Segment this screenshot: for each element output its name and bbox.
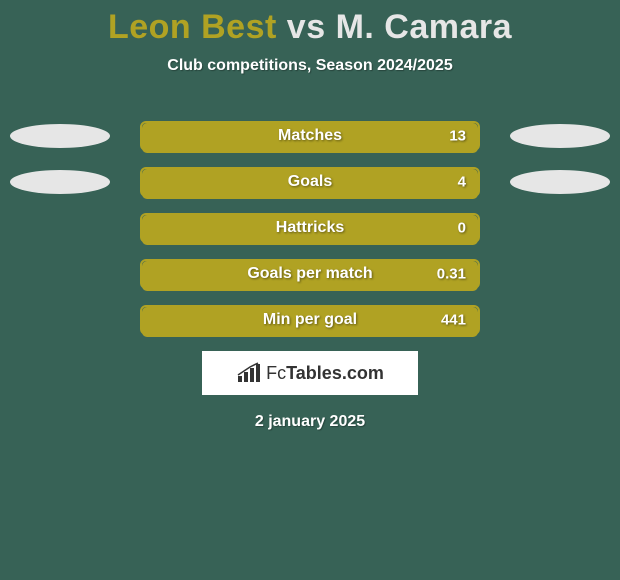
stat-value: 0 [458, 220, 466, 237]
brand-text: FcTables.com [266, 363, 384, 384]
brand-prefix: Fc [266, 363, 286, 383]
bar-track: Matches 13 [140, 121, 480, 151]
date-text: 2 january 2025 [0, 413, 620, 431]
bar-track: Goals 4 [140, 167, 480, 197]
comparison-infographic: Leon Best vs M. Camara Club competitions… [0, 0, 620, 580]
title-player1: Leon Best [108, 8, 277, 46]
stat-row: Hattricks 0 [0, 213, 620, 243]
player1-marker [10, 124, 110, 148]
stat-label: Goals [288, 173, 332, 191]
bar-track: Min per goal 441 [140, 305, 480, 335]
subtitle: Club competitions, Season 2024/2025 [0, 57, 620, 75]
player2-marker [510, 124, 610, 148]
bar-track: Goals per match 0.31 [140, 259, 480, 289]
stat-label: Hattricks [276, 219, 344, 237]
stat-value: 0.31 [437, 266, 466, 283]
stat-label: Min per goal [263, 311, 357, 329]
player2-marker [510, 170, 610, 194]
stat-label: Goals per match [247, 265, 372, 283]
stat-row: Goals 4 [0, 167, 620, 197]
stat-value: 4 [458, 174, 466, 191]
bar-chart-icon [236, 362, 262, 384]
player1-marker [10, 170, 110, 194]
brand-badge: FcTables.com [202, 351, 418, 395]
bar-track: Hattricks 0 [140, 213, 480, 243]
stat-row: Goals per match 0.31 [0, 259, 620, 289]
stat-label: Matches [278, 127, 342, 145]
stat-row: Min per goal 441 [0, 305, 620, 335]
stat-value: 13 [449, 128, 466, 145]
stat-value: 441 [441, 312, 466, 329]
stats-container: Matches 13 Goals 4 Hattricks 0 Goals per match… [0, 121, 620, 335]
page-title: Leon Best vs M. Camara [0, 0, 620, 47]
title-player2: M. Camara [336, 8, 512, 46]
brand-rest: Tables.com [286, 363, 384, 383]
title-vs: vs [287, 8, 326, 46]
stat-row: Matches 13 [0, 121, 620, 151]
